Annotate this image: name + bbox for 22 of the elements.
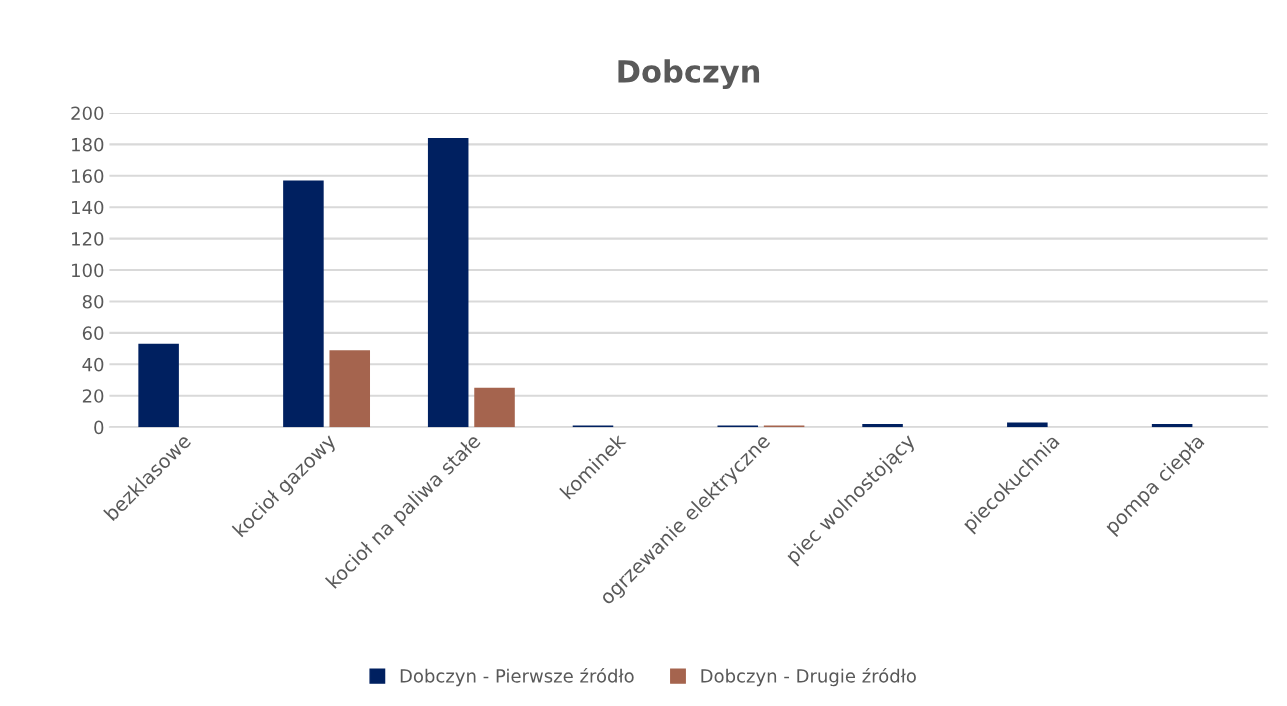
y-tick-label: 0	[94, 420, 104, 435]
y-tick-label: 40	[82, 357, 104, 372]
bar	[427, 138, 469, 428]
bar	[283, 180, 324, 428]
y-tick-label: 180	[72, 137, 104, 152]
y-tick-label: 140	[72, 200, 104, 215]
y-tick-label: 200	[71, 106, 104, 121]
legend-label: Dobczyn - Pierwsze źródło	[400, 668, 634, 687]
legend-label: Dobczyn - Drugie źródło	[701, 668, 916, 687]
y-tick-label: 120	[72, 232, 104, 246]
y-tick-label: 20	[82, 389, 104, 403]
bar	[329, 350, 371, 428]
y-tick-label: 80	[82, 294, 104, 309]
y-tick-label: 60	[82, 326, 104, 340]
y-tick-label: 100	[72, 263, 104, 278]
chart-title: Dobczyn	[618, 59, 760, 89]
bar	[138, 343, 179, 428]
bar	[474, 387, 515, 428]
bar	[862, 423, 903, 428]
bar	[1007, 422, 1048, 428]
bar	[1151, 423, 1193, 428]
y-tick-label: 160	[72, 169, 104, 183]
